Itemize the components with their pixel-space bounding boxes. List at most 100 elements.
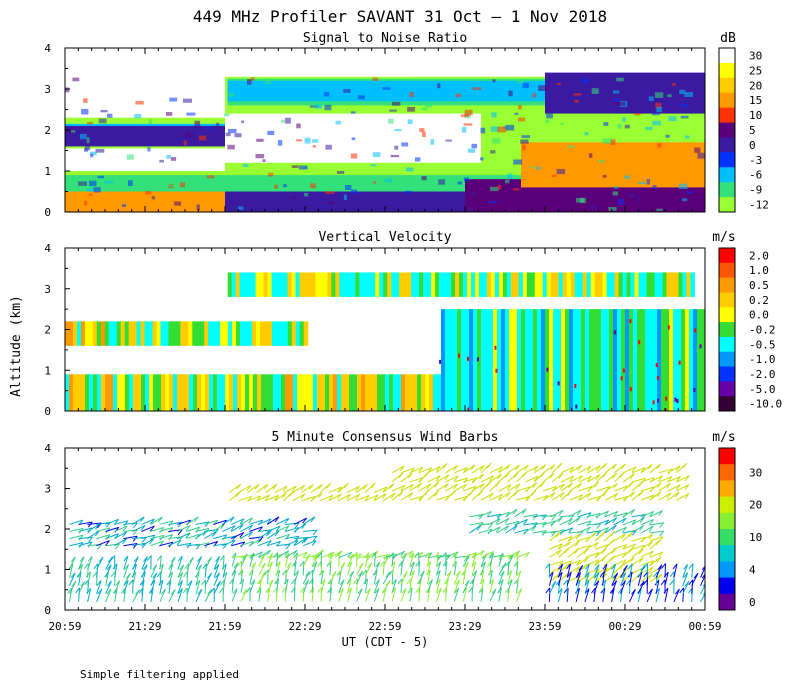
snr-texture (147, 147, 151, 152)
snr-texture (237, 206, 244, 210)
velocity-column (498, 272, 504, 297)
velocity-column (661, 309, 666, 411)
velocity-column (275, 321, 281, 346)
wind-barb (267, 561, 273, 576)
velocity-column (96, 321, 102, 346)
wind-barb-flag (557, 462, 563, 469)
wind-barb-flag (123, 520, 129, 527)
wind-barb (400, 472, 413, 483)
wind-barb-flag (516, 570, 522, 577)
wind-barb (614, 463, 626, 474)
wind-barb-flag (95, 523, 100, 530)
snr-texture (291, 196, 296, 199)
wind-barb-flag (533, 465, 539, 472)
snr-texture (283, 184, 287, 188)
velocity-column (490, 272, 496, 297)
wind-barb (454, 477, 468, 483)
wind-barb (631, 514, 646, 518)
snr-texture (291, 165, 299, 168)
wind-barb-flag (551, 514, 556, 521)
wind-barb-flag (213, 529, 219, 535)
wind-barb-flag (398, 472, 404, 479)
wind-barb (578, 465, 592, 474)
velocity-column (645, 309, 650, 411)
velocity-column (554, 272, 560, 297)
snr-texture (468, 207, 473, 212)
snr-texture (648, 96, 654, 102)
velocity-column (397, 374, 402, 411)
wind-barb (222, 539, 236, 547)
wind-barb (498, 552, 504, 567)
wind-barb-flag (291, 485, 297, 492)
colorbar-frame (718, 47, 736, 213)
velocity-column (317, 374, 322, 411)
snr-texture (488, 201, 498, 204)
velocity-column (638, 272, 644, 297)
wind-barb-flag (177, 588, 183, 594)
wind-barb (427, 475, 441, 483)
colorbar-swatch (719, 62, 735, 79)
wind-barb (409, 570, 415, 585)
wind-barb-flag (515, 483, 521, 490)
wind-barb (516, 551, 530, 559)
wind-barb-flag (149, 518, 155, 525)
velocity-column (389, 374, 394, 411)
wind-barb-flag (84, 579, 90, 586)
velocity-column (445, 309, 450, 411)
snr-texture (490, 126, 499, 132)
wind-barb (631, 466, 646, 474)
velocity-speck (622, 368, 625, 373)
wind-barb (409, 482, 422, 492)
colorbar-swatch (719, 262, 735, 279)
wind-barb (195, 588, 203, 603)
velocity-column (233, 374, 238, 411)
wind-barb (311, 561, 318, 576)
snr-texture (667, 94, 672, 98)
velocity-column (216, 321, 221, 346)
velocity-speck (620, 376, 623, 381)
wind-barb (87, 530, 100, 540)
snr-texture (93, 187, 101, 193)
colorbar-swatch (719, 197, 735, 213)
wind-barb-flag (374, 579, 380, 586)
wind-barb-flag (300, 484, 306, 491)
snr-texture (215, 122, 220, 128)
velocity-column (533, 309, 538, 411)
snr-texture (614, 186, 619, 189)
snr-texture (610, 139, 616, 146)
velocity-speck (699, 344, 702, 349)
colorbar-label: 0 (749, 596, 756, 609)
velocity-column (449, 309, 454, 411)
velocity-column (578, 272, 584, 297)
velocity-column (253, 374, 258, 411)
snr-texture (183, 140, 187, 146)
wind-barb-flag (274, 495, 280, 501)
wind-barb-flag (595, 465, 601, 472)
velocity-column (421, 374, 426, 411)
snr-texture (668, 116, 677, 122)
wind-barb-flag (177, 536, 183, 543)
snr-texture (471, 143, 478, 149)
wind-barb (463, 552, 477, 559)
wind-barb (222, 535, 237, 540)
snr-texture (545, 119, 550, 124)
velocity-column (561, 309, 566, 411)
wind-barb-flag (207, 572, 212, 579)
colorbar-swatch (719, 92, 735, 109)
snr-texture (78, 181, 87, 186)
snr-texture (343, 194, 347, 201)
wind-barb-flag (320, 579, 326, 585)
snr-texture (652, 120, 661, 126)
wind-barb (575, 572, 582, 586)
wind-barb (480, 475, 494, 483)
wind-barb (132, 556, 139, 570)
wind-barb-flag (176, 539, 182, 546)
velocity-column (259, 321, 265, 346)
velocity-column (245, 374, 250, 411)
wind-barb (105, 533, 119, 540)
wind-barb-flag (179, 564, 185, 571)
velocity-column (682, 272, 687, 297)
velocity-column (462, 272, 468, 297)
wind-barb-flag (299, 587, 305, 593)
wind-barb (231, 570, 237, 585)
